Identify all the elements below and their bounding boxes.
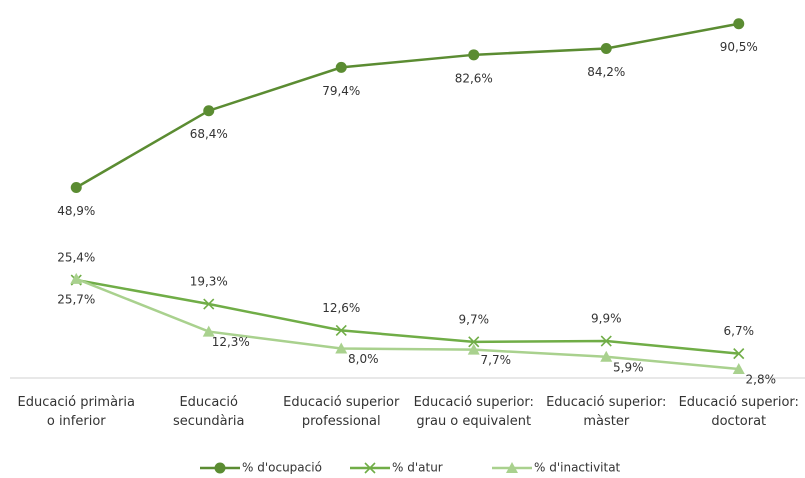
x-tick-line: Educació superior: [546,395,666,410]
data-label: 19,3% [190,275,228,289]
marker [467,343,480,355]
x-tick-label: Educació secundària [173,395,245,429]
data-label: 25,7% [57,292,95,306]
marker [335,61,347,73]
marker [203,105,215,117]
data-label: 90,5% [720,40,758,54]
x-tick-label: Educació superior: grau o equivalent [414,395,534,429]
x-tick-label: Educació primària o inferior [18,395,135,429]
series-line [75,22,739,189]
marker [335,324,347,336]
data-label: 79,4% [322,84,360,98]
marker [214,462,226,474]
x-tick-line: doctorat [711,414,766,429]
x-tick-line: Educació superior: [679,395,799,410]
data-label: 84,2% [587,65,625,79]
marker [600,43,612,55]
x-tick-line: o inferior [47,414,106,429]
series-line [76,278,739,355]
marker [600,335,612,347]
data-label: 6,7% [724,324,755,338]
x-tick-line: Educació primària [18,395,135,410]
data-label: 68,4% [190,127,228,141]
marker [203,298,215,310]
marker [70,272,83,284]
x-tick-label: Educació superior: doctorat [679,395,799,429]
marker [600,350,613,362]
data-label: 48,9% [57,204,95,218]
data-label: 82,6% [455,71,493,85]
marker [506,462,518,473]
x-tick-label: Educació superior professional [283,395,400,429]
x-tick-line: grau o equivalent [416,414,531,429]
data-label: 7,7% [481,353,512,367]
x-tick-line: Educació superior: [414,395,534,410]
x-tick-line: Educació [179,395,238,410]
data-label: 9,9% [591,312,622,326]
marker [364,462,376,474]
x-tick-line: professional [302,414,381,429]
legend-label: % d'atur [392,461,443,475]
data-label: 12,3% [212,335,250,349]
marker [468,49,480,61]
series-line [75,277,739,371]
x-tick-label: Educació superior: màster [546,395,666,429]
legend-label: % d'ocupació [242,461,322,475]
data-label: 9,7% [459,312,490,326]
marker [733,348,745,360]
legend-label: % d'inactivitat [534,461,621,475]
data-label: 8,0% [348,352,379,366]
data-label: 12,6% [322,301,360,315]
marker [202,325,215,337]
marker [732,362,745,374]
data-label: 2,8% [746,372,777,386]
data-label: 25,4% [57,251,95,265]
x-tick-line: secundària [173,414,245,429]
marker [733,18,745,30]
marker [468,336,480,348]
marker [335,342,348,354]
data-label: 5,9% [613,360,644,374]
x-tick-line: màster [583,414,629,429]
x-tick-line: Educació superior [283,395,400,410]
marker [70,181,82,193]
